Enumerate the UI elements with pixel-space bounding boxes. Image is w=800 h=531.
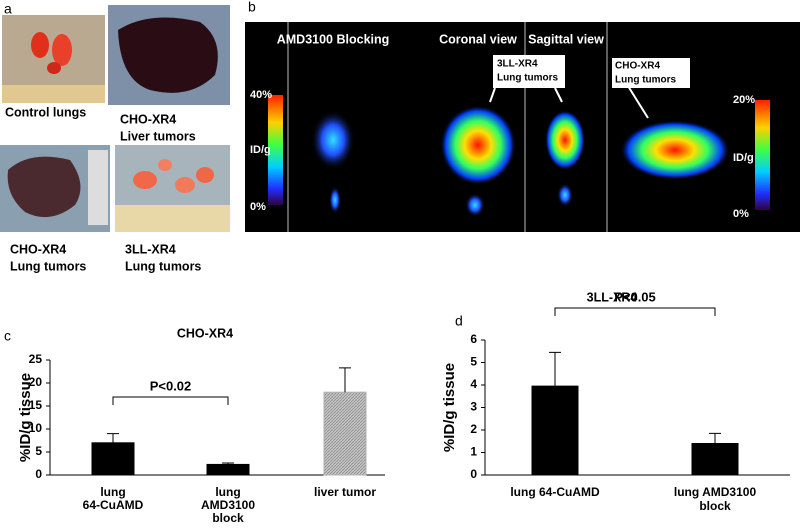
bar [323, 391, 367, 476]
y-tick-label: 5 [35, 444, 42, 458]
y-tick-label: 10 [29, 421, 43, 435]
y-tick-label: 4 [470, 377, 477, 391]
caption: CHO-XR4 [10, 242, 66, 256]
x-tick-label: lung [215, 485, 240, 499]
y-axis-label: %ID/g tissue [441, 363, 458, 452]
x-tick-label: liver tumor [314, 485, 376, 499]
scale-label: ID/g [250, 144, 271, 156]
annotation: P<0.02 [150, 378, 192, 393]
x-tick-label: 64-CuAMD [83, 498, 144, 512]
error-bar [339, 367, 351, 393]
y-axis-label: %ID/g tissue [17, 373, 34, 462]
chart-title: CHO-XR4 [177, 326, 233, 340]
scale-label: 0% [250, 201, 266, 213]
color-bar [755, 100, 770, 210]
x-tick-label: block [212, 511, 244, 525]
view-label: Sagittal view [528, 32, 604, 46]
photos [0, 5, 230, 232]
bar [531, 385, 579, 476]
y-tick-label: 5 [470, 355, 477, 369]
x-tick-label: block [699, 499, 731, 513]
x-tick-label: lung AMD3100 [674, 485, 757, 499]
view-label: Coronal view [439, 32, 517, 46]
caption: Lung tumors [10, 259, 86, 273]
color-bar [268, 95, 283, 205]
callout: CHO-XR4 [615, 61, 660, 72]
y-tick-label: 25 [29, 352, 43, 366]
x-tick-label: lung [100, 485, 125, 499]
callout: 3LL-XR4 [497, 59, 538, 70]
y-tick-label: 20 [29, 375, 43, 389]
pet-images [245, 22, 800, 232]
panel-label: a [4, 1, 12, 17]
caption: Liver tumors [120, 129, 196, 143]
scale-label: 40% [250, 89, 272, 101]
y-tick-label: 6 [470, 332, 477, 346]
bar [206, 463, 250, 476]
panel-label: b [248, 0, 256, 15]
bar [691, 443, 739, 476]
panel-label: c [4, 328, 11, 344]
error-bar [709, 432, 721, 444]
x-tick-label: AMD3100 [201, 498, 255, 512]
scale-label: ID/g [733, 152, 754, 164]
bracket [554, 307, 716, 316]
annotation: P<0.05 [614, 289, 656, 304]
chart-title: 3LL-XR4 [587, 290, 638, 304]
y-tick-label: 0 [35, 467, 42, 481]
panel-label: d [455, 313, 463, 329]
scale-label: 20% [733, 94, 755, 106]
y-tick-label: 15 [29, 398, 43, 412]
bracket [112, 396, 229, 405]
error-bar [549, 351, 561, 387]
scale-label: 0% [733, 208, 749, 220]
caption: CHO-XR4 [120, 112, 176, 126]
y-tick-label: 1 [470, 445, 477, 459]
y-tick-label: 3 [470, 400, 477, 414]
caption: Control lungs [5, 105, 86, 119]
y-tick-label: 2 [470, 422, 477, 436]
callout: Lung tumors [615, 75, 677, 86]
y-tick-label: 0 [470, 467, 477, 481]
bar [91, 442, 135, 476]
x-tick-label: lung 64-CuAMD [510, 485, 600, 499]
error-bar [107, 433, 119, 443]
error-bar [222, 462, 234, 465]
view-label: AMD3100 Blocking [277, 32, 390, 46]
callout: Lung tumors [497, 73, 559, 84]
caption: 3LL-XR4 [125, 242, 176, 256]
caption: Lung tumors [125, 259, 201, 273]
